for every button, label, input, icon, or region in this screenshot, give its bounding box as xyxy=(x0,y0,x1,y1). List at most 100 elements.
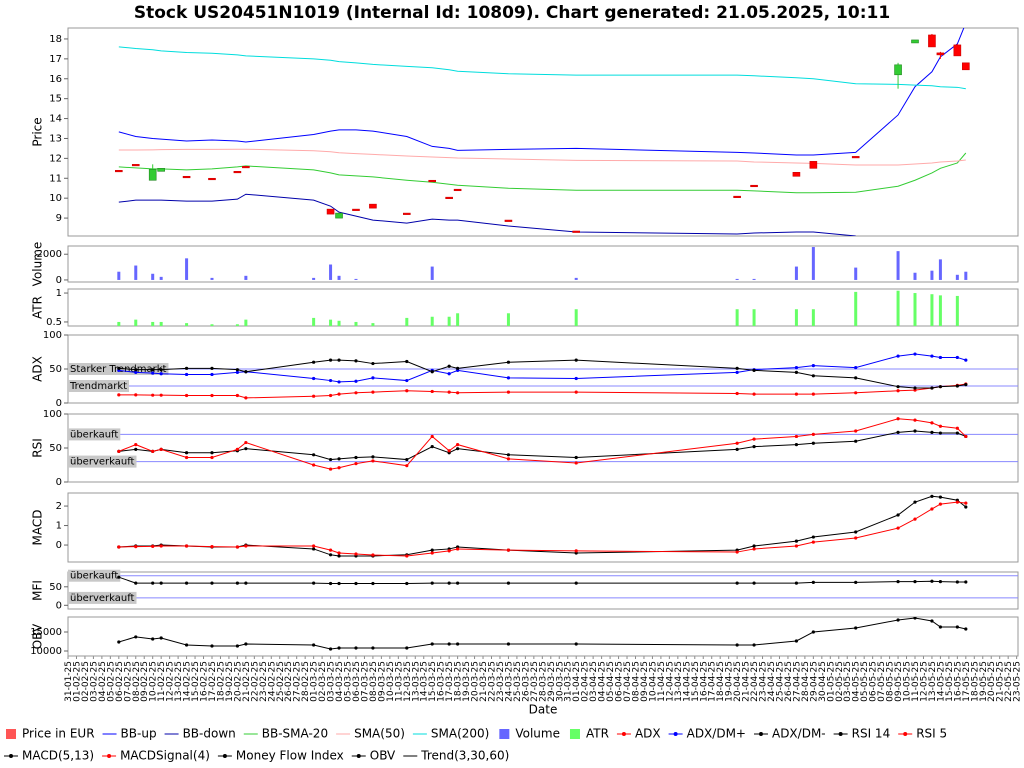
series-marker xyxy=(811,441,815,445)
series-marker xyxy=(354,379,358,383)
series-marker xyxy=(938,431,943,435)
series-marker xyxy=(456,447,460,451)
series-marker xyxy=(405,378,409,383)
bar xyxy=(735,309,739,326)
x-tick-label: 01-04-25 xyxy=(572,661,582,702)
series-marker xyxy=(151,393,155,397)
series-marker xyxy=(506,457,511,461)
legend-item: OBV xyxy=(351,749,396,763)
series-marker xyxy=(328,358,333,362)
x-tick-label: 21-05-25 xyxy=(996,661,1006,702)
x-tick-label: 05-03-25 xyxy=(344,661,354,702)
x-tick-label: 31-03-25 xyxy=(564,661,574,702)
series-marker xyxy=(117,545,121,549)
series-marker xyxy=(794,539,799,543)
x-tick-label: 24-03-25 xyxy=(504,661,514,702)
legend-item: RSI 14 xyxy=(833,727,890,741)
series-marker xyxy=(337,581,341,586)
series-marker xyxy=(896,430,900,434)
series-marker xyxy=(328,553,333,557)
bar xyxy=(574,309,578,326)
x-tick-label: 07-02-25 xyxy=(123,661,133,702)
series-marker xyxy=(930,430,934,434)
y-tick-label: 100 xyxy=(43,330,62,341)
series-marker xyxy=(159,544,163,548)
series-marker xyxy=(896,417,900,421)
x-tick-label: 22-04-25 xyxy=(750,661,760,702)
series-marker xyxy=(371,361,375,366)
series-marker xyxy=(913,418,917,422)
series-marker xyxy=(930,579,934,583)
legend-label: OBV xyxy=(370,749,396,763)
bar xyxy=(854,291,858,326)
series-marker xyxy=(117,366,121,370)
x-tick-label: 22-05-25 xyxy=(1004,661,1014,702)
series-marker xyxy=(794,392,799,396)
bar xyxy=(854,267,858,280)
series-marker xyxy=(328,378,333,383)
legend-swatch xyxy=(499,729,510,739)
series-marker xyxy=(159,636,163,640)
bar xyxy=(244,319,248,326)
series-marker xyxy=(151,368,155,372)
band-label-bg xyxy=(68,591,137,604)
candle-body xyxy=(911,39,919,44)
x-tick-label: 26-04-25 xyxy=(784,661,794,702)
series-marker xyxy=(896,526,900,530)
series-marker xyxy=(574,390,578,394)
series-marker xyxy=(506,360,511,364)
series-marker xyxy=(244,581,248,585)
x-tick-label: 29-04-25 xyxy=(809,661,819,702)
series-marker xyxy=(794,544,799,548)
legend-item: SMA(50) xyxy=(336,727,405,741)
series-marker xyxy=(913,429,917,433)
band-label: überkauft xyxy=(70,429,118,440)
band-label: überverkauft xyxy=(70,593,135,604)
legend-marker xyxy=(903,732,908,736)
series-line xyxy=(118,418,967,470)
x-tick-label: 03-05-25 xyxy=(843,661,853,702)
x-tick-label: 17-05-25 xyxy=(962,661,972,702)
y-tick-label: 0 xyxy=(56,275,62,286)
x-tick-label: 08-03-25 xyxy=(369,661,379,702)
series-marker xyxy=(312,376,316,381)
y-axis-label: Price xyxy=(31,117,45,146)
x-tick-label: 02-05-25 xyxy=(835,661,845,702)
series-marker xyxy=(574,358,578,362)
candle-body xyxy=(928,34,936,48)
x-tick-label: 25-02-25 xyxy=(276,661,286,702)
series-marker xyxy=(964,501,968,505)
x-axis-label: Date xyxy=(529,703,558,717)
legend-item: BB-down xyxy=(164,727,236,741)
legend-item: MACD(5,13) xyxy=(4,749,94,763)
y-axis-label: OBV xyxy=(31,623,45,649)
series-marker xyxy=(235,644,239,648)
series-marker xyxy=(312,643,316,647)
series-marker xyxy=(447,449,451,453)
y-tick-label: 11 xyxy=(49,173,62,184)
bar xyxy=(159,276,163,280)
series-marker xyxy=(456,642,460,646)
plot-area xyxy=(117,290,959,326)
x-tick-label: 25-04-25 xyxy=(775,661,785,702)
bar xyxy=(134,265,138,280)
legend-item: Money Flow Index xyxy=(217,749,344,763)
series-marker xyxy=(752,445,756,449)
y-tick-label: 0 xyxy=(56,398,62,409)
series-marker xyxy=(184,451,189,455)
series-marker xyxy=(955,625,959,629)
series-marker xyxy=(430,548,434,552)
series-marker xyxy=(506,453,511,457)
series-marker xyxy=(574,455,578,460)
x-tick-label: 22-03-25 xyxy=(488,661,498,702)
y-axis-label: ATR xyxy=(31,296,45,319)
bar xyxy=(938,295,942,326)
x-tick-label: 04-02-25 xyxy=(98,661,108,702)
x-tick-label: 09-05-25 xyxy=(894,661,904,702)
candle-body xyxy=(733,195,741,198)
x-tick-label: 18-05-25 xyxy=(970,661,980,702)
series-marker xyxy=(244,447,248,451)
series-marker xyxy=(930,507,934,511)
x-tick-label: 14-02-25 xyxy=(183,661,193,702)
